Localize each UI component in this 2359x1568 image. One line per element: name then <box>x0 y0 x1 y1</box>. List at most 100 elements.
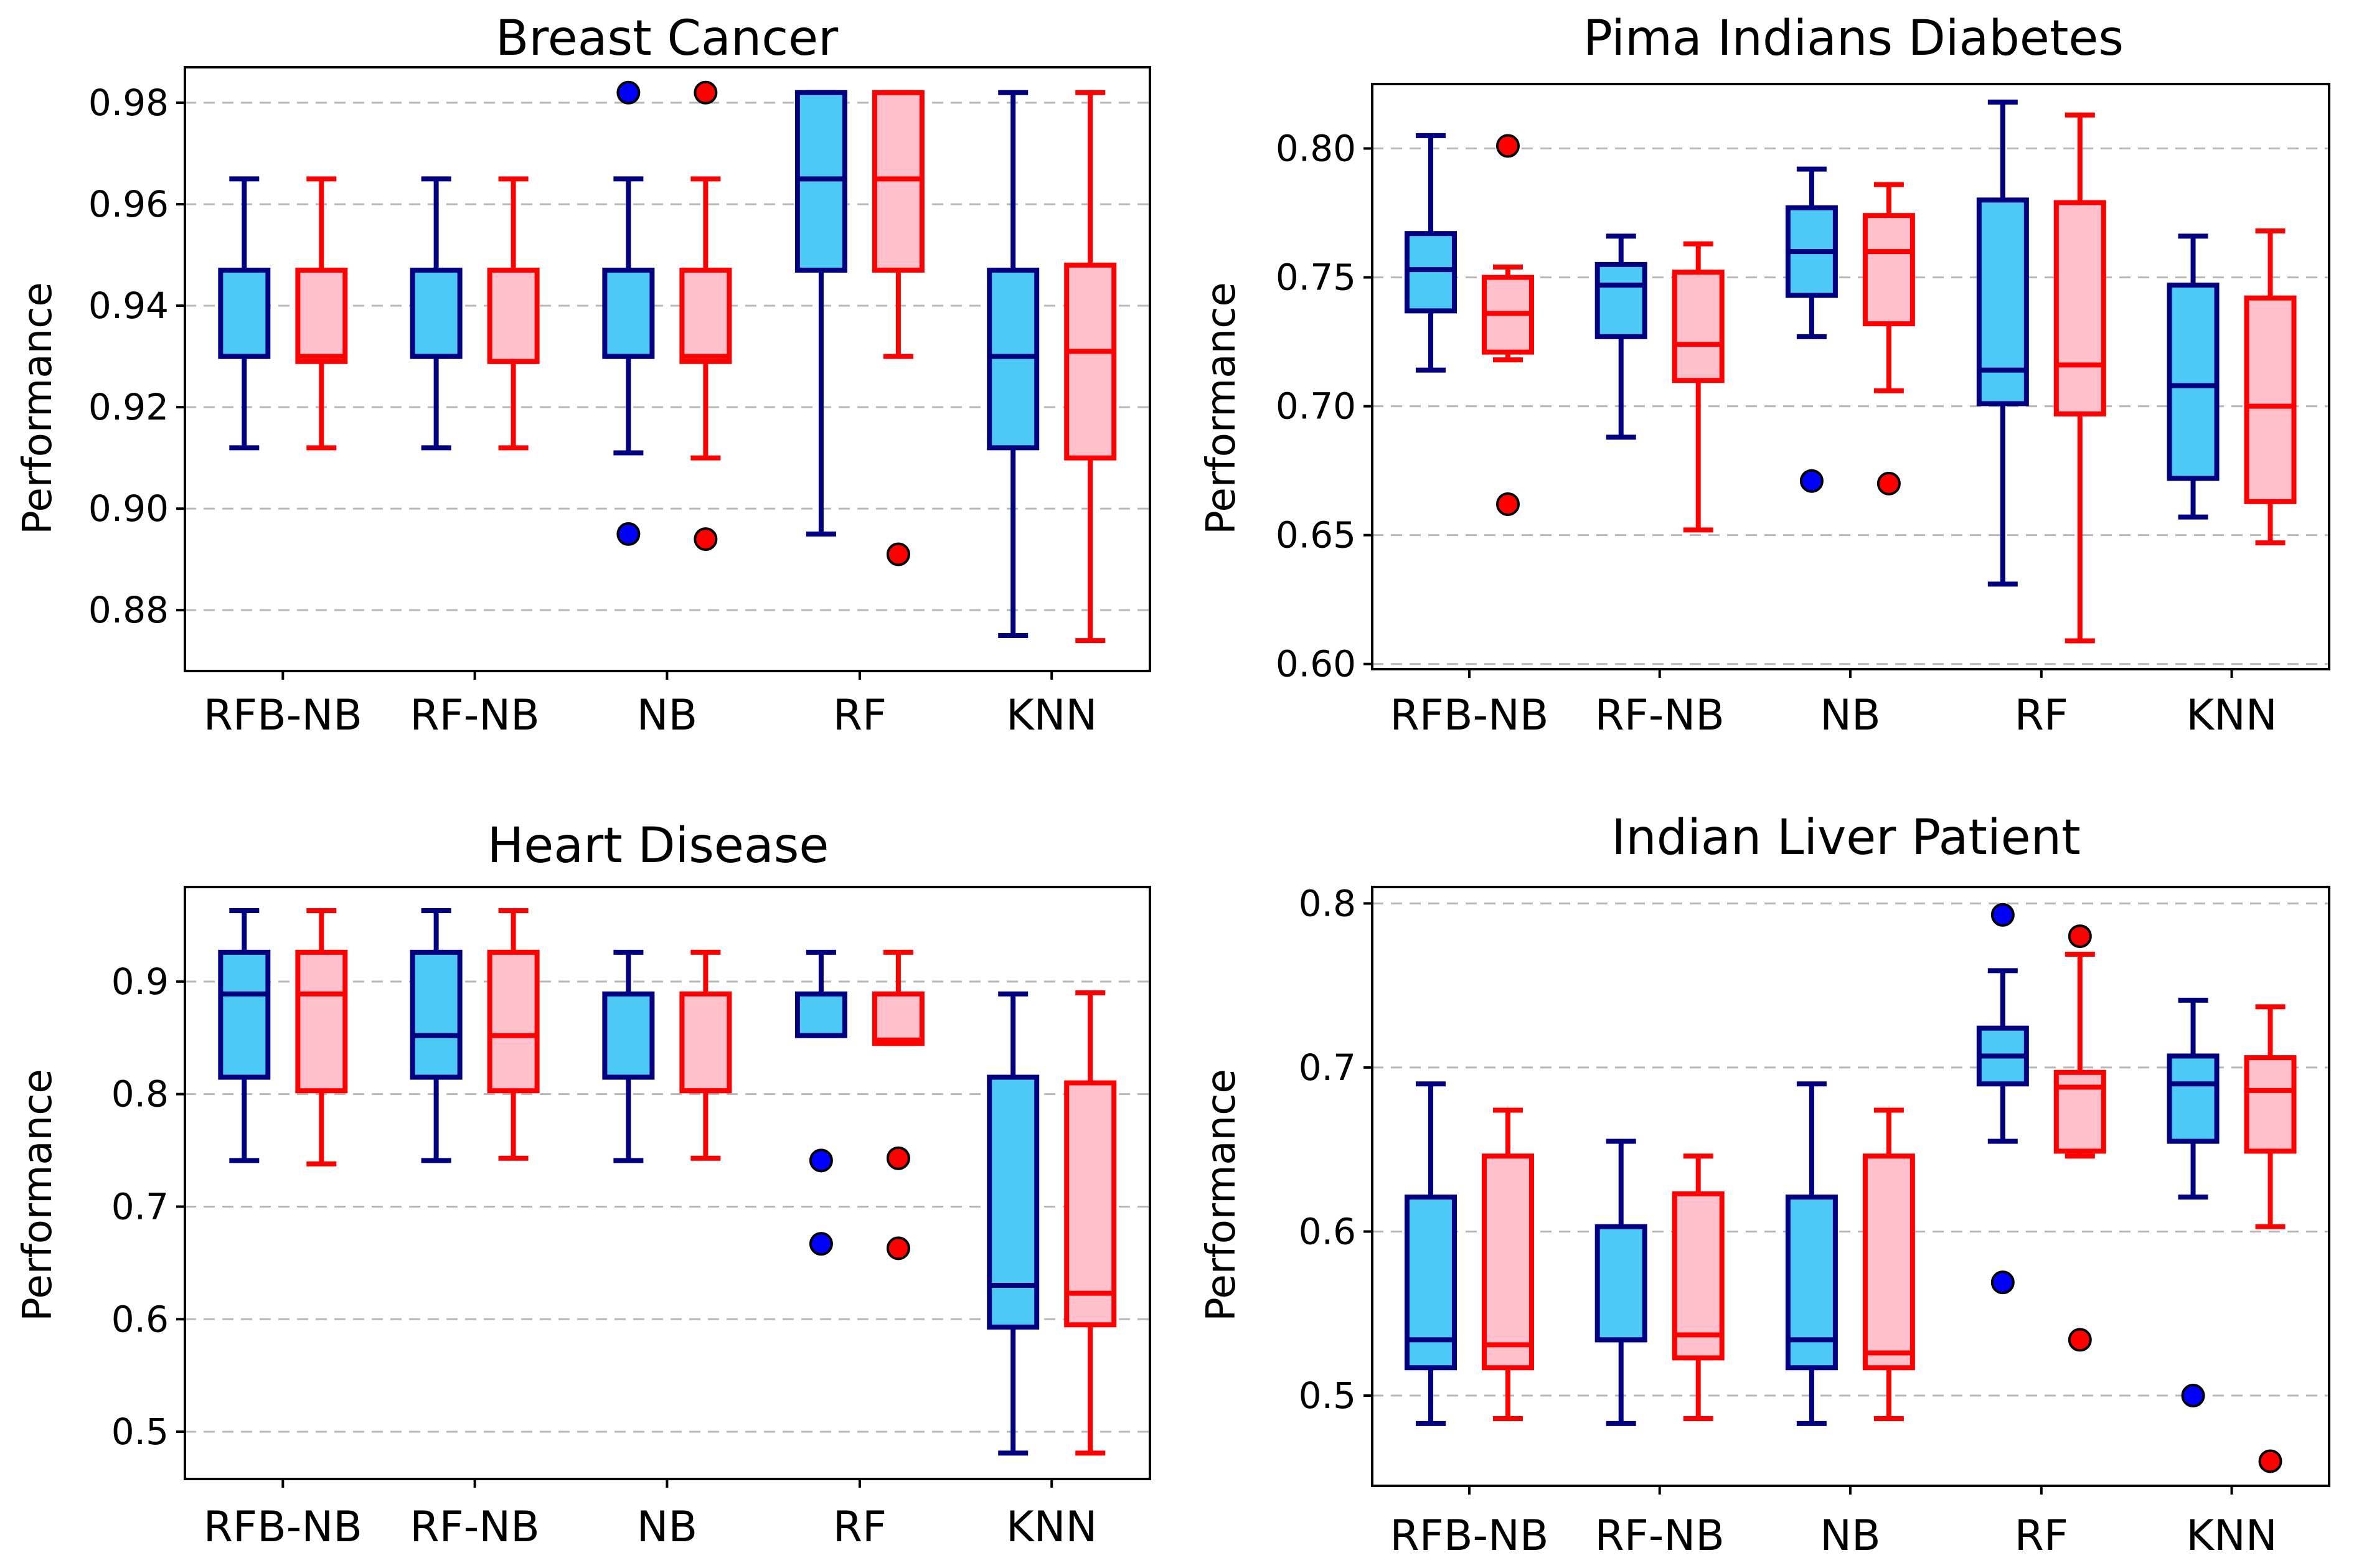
outlier-point <box>1799 469 1824 493</box>
iqr-box <box>2053 1069 2106 1154</box>
iqr-box <box>1064 262 1117 461</box>
iqr-box <box>679 991 732 1094</box>
iqr-box <box>410 949 463 1080</box>
iqr-box <box>1594 261 1647 339</box>
iqr-box <box>1976 197 2029 406</box>
iqr-box <box>1064 1080 1117 1328</box>
red-box-nb <box>1862 182 1915 495</box>
y-tick-label: 0.5 <box>1299 1374 1356 1417</box>
blue-box-knn <box>2167 233 2220 520</box>
x-tick-label: RFB-NB <box>204 1503 362 1552</box>
outlier-point <box>809 1148 833 1173</box>
blue-box-knn <box>987 991 1040 1456</box>
x-tick-label: RF <box>2015 1511 2068 1561</box>
iqr-box <box>872 991 925 1046</box>
blue-box-rfb-nb <box>1405 1081 1457 1426</box>
y-tick-label: 0.70 <box>1276 385 1356 428</box>
y-axis-label: Performance <box>1198 1069 1245 1322</box>
outlier-point <box>2068 1328 2092 1352</box>
red-box-knn <box>1064 90 1117 644</box>
iqr-box <box>602 991 655 1080</box>
iqr-box <box>410 268 463 359</box>
blue-box-nb <box>602 949 655 1163</box>
iqr-box <box>487 949 540 1094</box>
iqr-box <box>1405 231 1457 314</box>
red-box-rf-nb <box>1672 241 1725 533</box>
blue-box-knn <box>987 90 1040 638</box>
iqr-box <box>1862 213 1915 327</box>
panel-pima-indians-diabetes: Pima Indians Diabetes Performance 0.600.… <box>1198 11 2330 740</box>
x-tick-label: KNN <box>2186 691 2277 740</box>
x-tick-label: RF-NB <box>1595 691 1725 740</box>
y-tick-label: 0.7 <box>1299 1046 1356 1089</box>
y-tick-label: 0.98 <box>88 82 169 124</box>
x-tick-label: KNN <box>2186 1511 2277 1561</box>
y-tick-label: 0.5 <box>111 1411 169 1453</box>
outlier-point <box>616 522 641 546</box>
iqr-box <box>794 991 847 1038</box>
y-tick-label: 0.7 <box>111 1185 169 1228</box>
x-tick-label: RF <box>2015 691 2068 740</box>
iqr-box <box>295 268 348 364</box>
iqr-box <box>1672 270 1725 383</box>
red-box-knn <box>2244 1004 2297 1473</box>
red-box-rf <box>2053 924 2106 1352</box>
iqr-box <box>487 268 540 364</box>
iqr-box <box>794 90 847 273</box>
axes-frame <box>1371 886 2330 1487</box>
blue-box-rfb-nb <box>218 176 271 451</box>
iqr-box <box>872 90 925 273</box>
red-box-rf-nb <box>1672 1153 1725 1421</box>
outlier-point <box>2068 924 2092 949</box>
iqr-box <box>2167 282 2220 481</box>
outlier-point <box>1496 492 1520 516</box>
axes-frame <box>184 886 1151 1480</box>
y-tick-label: 0.9 <box>111 960 169 1003</box>
outlier-point <box>694 80 718 105</box>
iqr-box <box>1594 1224 1647 1343</box>
panel-title: Indian Liver Patient <box>1611 810 2080 866</box>
blue-box-rf-nb <box>410 908 463 1163</box>
blue-box-rfb-nb <box>218 908 271 1163</box>
x-tick-label: NB <box>1820 1511 1881 1561</box>
outlier-point <box>1990 903 2015 927</box>
outlier-point <box>1876 471 1901 495</box>
x-tick-label: RFB-NB <box>1390 691 1548 740</box>
plot-area: 0.60 0.65 0.70 0.75 0.80 RFB-NB RF-NB NB RF KNN <box>1276 83 2330 740</box>
blue-box-rf-nb <box>410 176 463 451</box>
blue-box-rf-nb <box>1594 1138 1647 1426</box>
outlier-point <box>1496 134 1520 158</box>
y-tick-label: 0.92 <box>88 386 169 428</box>
iqr-box <box>987 1074 1040 1330</box>
outlier-point <box>886 1236 910 1261</box>
panel-indian-liver-patient: Indian Liver Patient Performance 0.50.60… <box>1198 810 2330 1561</box>
y-tick-label: 0.60 <box>1276 643 1356 685</box>
iqr-box <box>602 268 655 359</box>
y-tick-label: 0.75 <box>1276 256 1356 299</box>
outlier-point <box>694 527 718 552</box>
blue-box-nb <box>1785 166 1838 493</box>
blue-box-rf <box>1976 99 2029 587</box>
x-tick-label: RFB-NB <box>1390 1511 1548 1561</box>
x-tick-label: RF-NB <box>410 691 539 740</box>
red-box-knn <box>2244 228 2297 546</box>
x-tick-label: NB <box>1820 691 1881 740</box>
plot-area: 0.88 0.90 0.92 0.94 0.96 0.98 RFB-NB RF-NB NB RF K… <box>88 66 1151 740</box>
panel-title: Pima Indians Diabetes <box>1583 11 2124 67</box>
y-tick-label: 0.96 <box>88 183 169 225</box>
blue-box-knn <box>2167 997 2220 1408</box>
y-tick-label: 0.90 <box>88 487 169 530</box>
red-box-rf <box>2053 112 2106 644</box>
plot-area: 0.5 0.6 0.7 0.8 0.9 RFB-NB RF-NB NB RF KNN <box>111 886 1151 1552</box>
red-box-rf-nb <box>487 176 540 451</box>
outlier-point <box>2258 1449 2282 1473</box>
blue-box-rf <box>1976 903 2029 1295</box>
iqr-box <box>1482 1153 1535 1371</box>
x-tick-label: RF <box>833 1503 887 1552</box>
x-tick-label: RF-NB <box>1595 1511 1725 1561</box>
blue-box-rf <box>794 949 847 1256</box>
x-tick-label: RFB-NB <box>204 691 362 740</box>
blue-box-nb <box>1785 1081 1838 1426</box>
axes-frame <box>184 66 1151 672</box>
red-box-rf <box>872 90 925 566</box>
